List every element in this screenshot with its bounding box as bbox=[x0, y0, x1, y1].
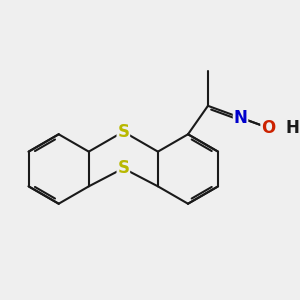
Text: O: O bbox=[261, 119, 275, 137]
Text: S: S bbox=[117, 123, 129, 141]
Text: N: N bbox=[234, 109, 248, 127]
Text: S: S bbox=[117, 159, 129, 177]
Text: H: H bbox=[286, 119, 299, 137]
